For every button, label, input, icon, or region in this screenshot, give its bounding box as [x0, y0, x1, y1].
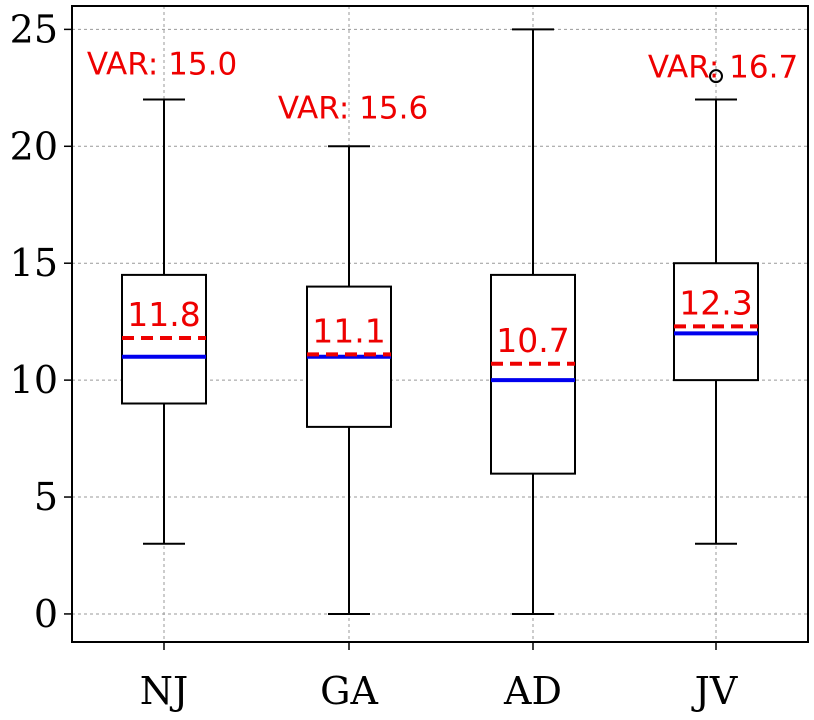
iqr-box — [673, 262, 759, 382]
box-ad — [490, 28, 576, 615]
plot-frame — [71, 5, 809, 643]
y-tick-label: 20 — [10, 124, 58, 168]
x-tick-label: NJ — [140, 669, 188, 713]
mean-value-label: 12.3 — [679, 283, 752, 322]
box-ga — [306, 145, 392, 615]
y-tick-label: 10 — [10, 358, 58, 402]
y-tick-label: 25 — [10, 7, 58, 51]
variance-label: VAR: 16.7 — [648, 50, 798, 86]
x-tick-label: JV — [691, 669, 738, 713]
y-tick-label: 0 — [34, 592, 58, 636]
iqr-box — [490, 273, 576, 475]
x-tick-label: GA — [320, 669, 378, 713]
y-tick-label: 15 — [10, 241, 58, 285]
y-tick-label: 5 — [34, 475, 58, 519]
mean-value-label: 10.7 — [496, 321, 569, 360]
mean-value-label: 11.1 — [312, 311, 385, 350]
box-jv — [673, 69, 759, 545]
variance-label: VAR: 15.0 — [87, 47, 237, 83]
iqr-box — [121, 273, 207, 405]
box-nj — [121, 98, 207, 545]
mean-value-label: 11.8 — [127, 295, 200, 334]
axes: 0 5 10 15 20 25 NJ GA AD JV — [10, 5, 809, 713]
x-tick-label: AD — [503, 669, 562, 713]
outlier-point — [709, 69, 723, 84]
variance-label: VAR: 15.6 — [278, 90, 428, 126]
box-series — [121, 28, 759, 615]
